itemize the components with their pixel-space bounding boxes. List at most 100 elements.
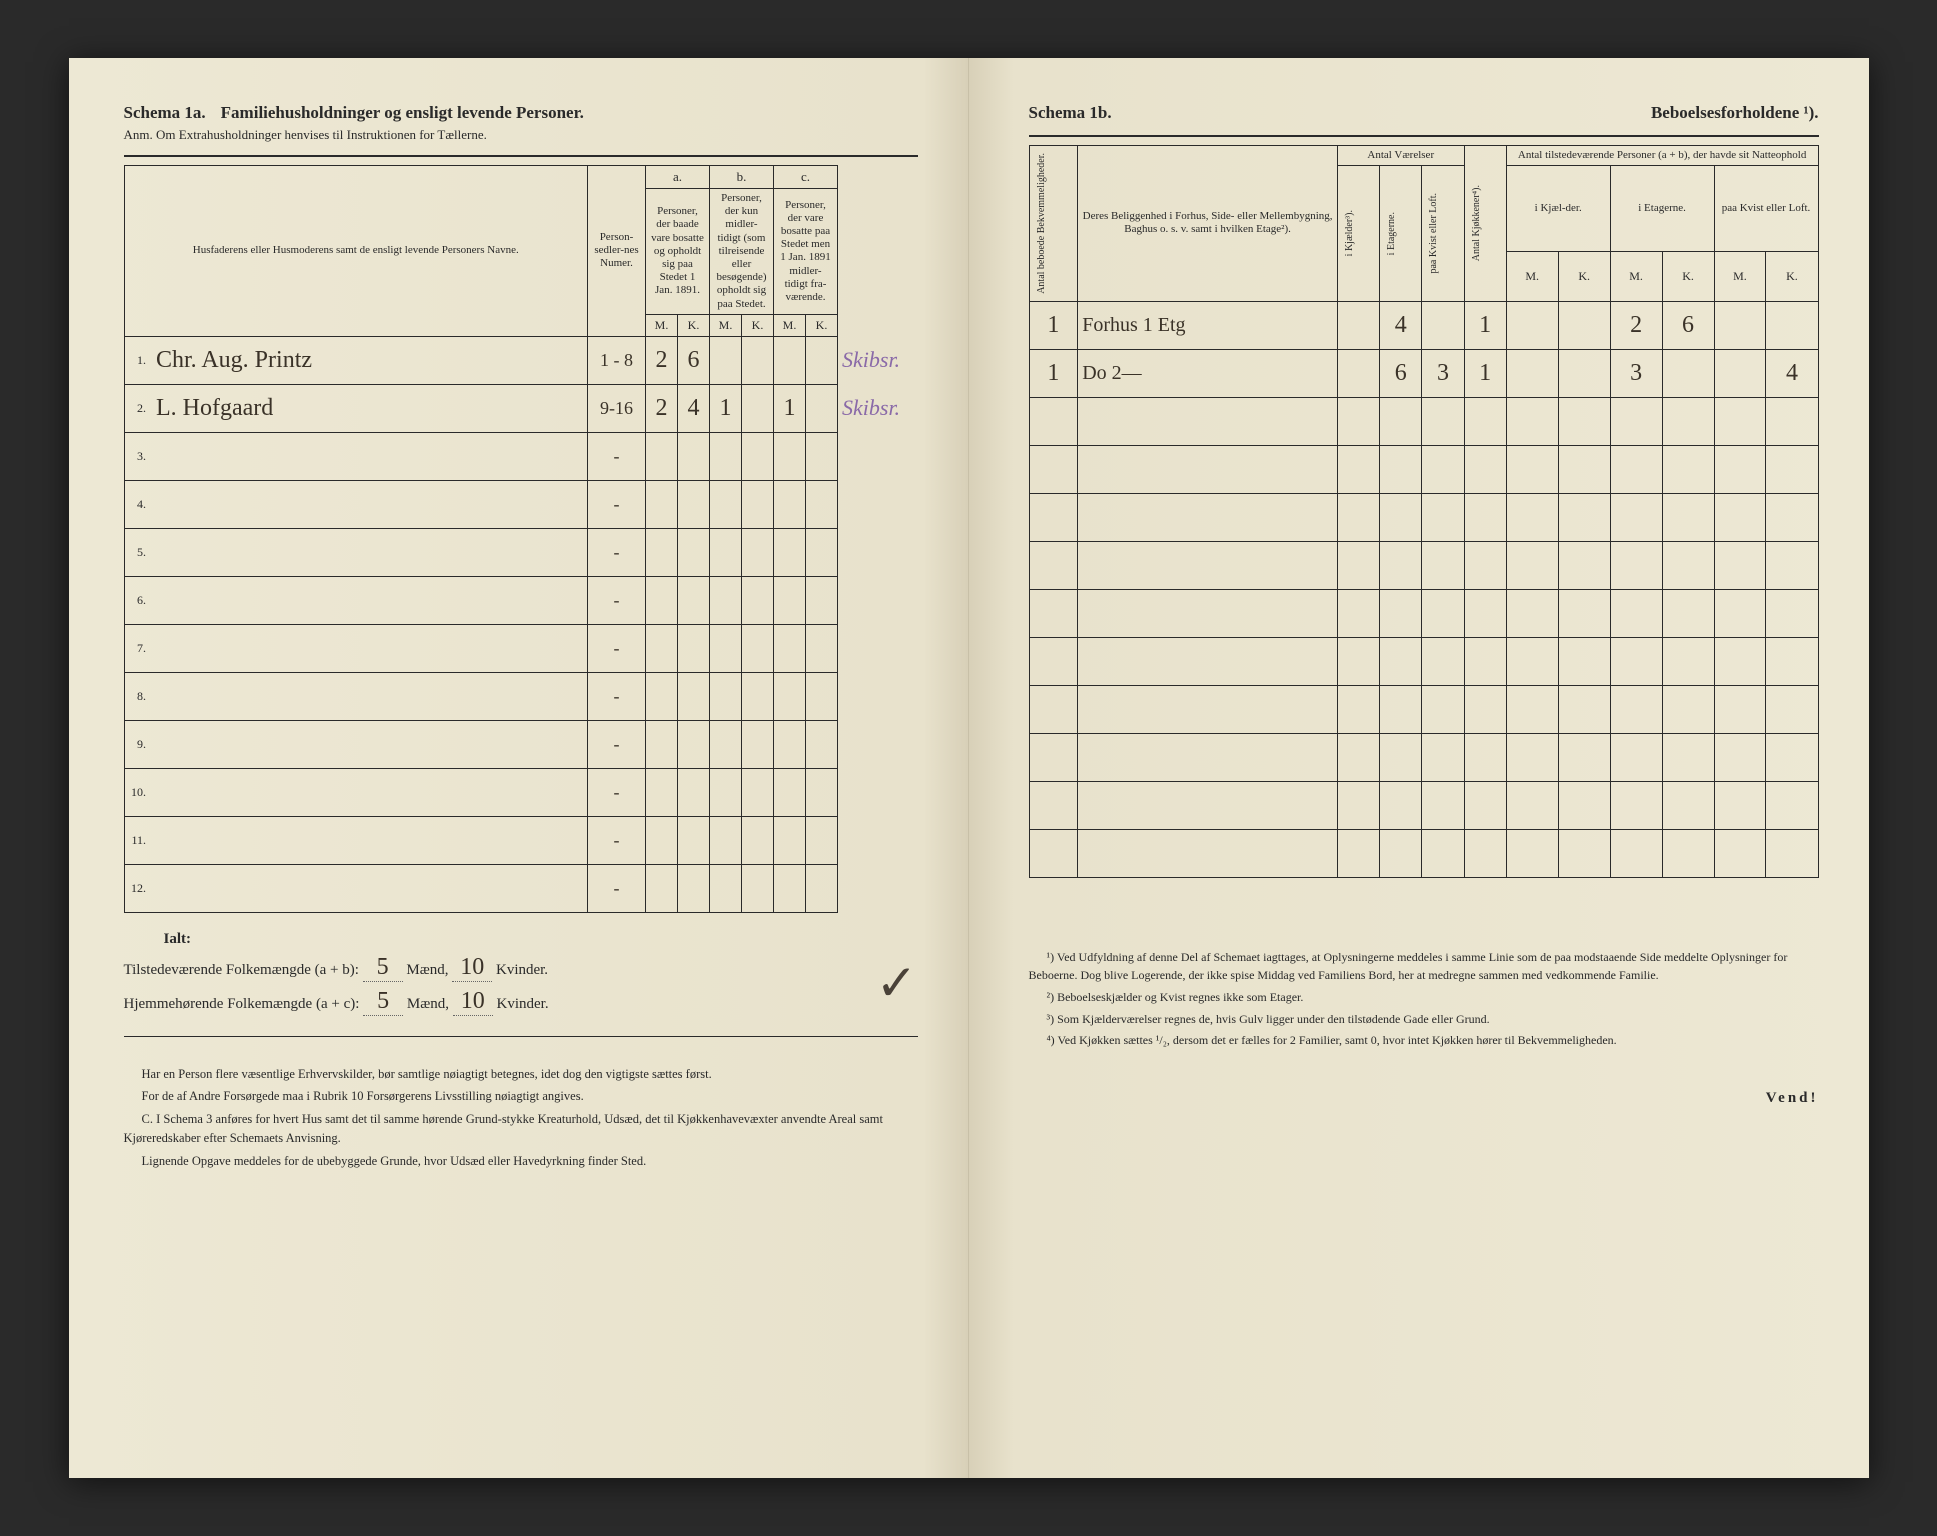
kjK	[1558, 829, 1610, 877]
cM: 1	[774, 384, 806, 432]
schema-1a-title: Familiehusholdninger og ensligt levende …	[221, 103, 584, 123]
kj	[1337, 589, 1379, 637]
sum1-k: 10	[452, 954, 492, 982]
etagerne-hdr: i Etagerne.	[1384, 208, 1399, 259]
bM	[710, 816, 742, 864]
kjok: 1	[1464, 349, 1506, 397]
kvK	[1766, 589, 1818, 637]
etK	[1662, 445, 1714, 493]
bM: 1	[710, 384, 742, 432]
b-K: K.	[742, 314, 774, 336]
col-b-text: Personer, der kun midler-tidigt (som til…	[710, 189, 774, 315]
aK	[678, 864, 710, 912]
numer-header: Person-sedler-nes Numer.	[588, 166, 646, 337]
row-num: 11.	[124, 816, 152, 864]
cK	[806, 576, 838, 624]
kv-K: K.	[1766, 251, 1818, 301]
kjM	[1506, 301, 1558, 349]
kvist-hdr: paa Kvist eller Loft.	[1426, 189, 1441, 278]
bK	[742, 384, 774, 432]
col-c-label: c.	[774, 166, 838, 189]
bekv	[1029, 637, 1078, 685]
schema-1a-label: Schema 1a.	[124, 103, 206, 123]
kj	[1337, 445, 1379, 493]
kj	[1337, 733, 1379, 781]
etK	[1662, 349, 1714, 397]
kvM	[1714, 733, 1766, 781]
etM	[1610, 685, 1662, 733]
cK	[806, 624, 838, 672]
table-row: 12.-	[124, 864, 918, 912]
kv	[1422, 733, 1464, 781]
cK	[806, 528, 838, 576]
table-row	[1029, 685, 1818, 733]
cM	[774, 864, 806, 912]
kvK: 4	[1766, 349, 1818, 397]
note-cell	[838, 576, 918, 624]
numer-cell: -	[588, 816, 646, 864]
footnote-line: ¹) Ved Udfyldning af denne Del af Schema…	[1029, 948, 1819, 985]
left-footnotes: Har en Person flere væsentlige Erhvervsk…	[124, 1065, 918, 1171]
left-title-row: Schema 1a. Familiehusholdninger og ensli…	[124, 103, 918, 123]
sum1-mlabel: Mænd,	[406, 962, 448, 978]
bM	[710, 720, 742, 768]
schema-1b-label: Schema 1b.	[1029, 103, 1112, 123]
beliggenhed-hdr: Deres Beliggenhed i Forhus, Side- eller …	[1078, 146, 1338, 302]
left-page: Schema 1a. Familiehusholdninger og ensli…	[69, 58, 969, 1478]
name-cell	[152, 816, 588, 864]
belig	[1078, 637, 1338, 685]
antal-bekv-hdr: Antal beboede Bekvemmeligheder.	[1034, 149, 1049, 298]
row-num: 3.	[124, 432, 152, 480]
numer-cell: -	[588, 576, 646, 624]
numer-cell: -	[588, 480, 646, 528]
kv-M: M.	[1714, 251, 1766, 301]
kj	[1337, 541, 1379, 589]
cM	[774, 624, 806, 672]
right-table: Antal beboede Bekvemmeligheder. Deres Be…	[1029, 145, 1819, 878]
title-rule-right	[1029, 135, 1819, 137]
antal-vaer-hdr: Antal Værelser	[1337, 146, 1464, 166]
name-cell	[152, 672, 588, 720]
note-cell	[838, 816, 918, 864]
census-book: Schema 1a. Familiehusholdninger og ensli…	[69, 58, 1869, 1478]
kj	[1337, 493, 1379, 541]
note-cell	[838, 864, 918, 912]
name-cell: L. Hofgaard	[152, 384, 588, 432]
table-row	[1029, 445, 1818, 493]
kjokkener-hdr: Antal Kjøkkener⁴).	[1469, 181, 1484, 265]
bM	[710, 672, 742, 720]
cM	[774, 336, 806, 384]
etM	[1610, 445, 1662, 493]
belig	[1078, 397, 1338, 445]
kjM	[1506, 493, 1558, 541]
name-cell	[152, 624, 588, 672]
kjok: 1	[1464, 301, 1506, 349]
note-cell	[838, 672, 918, 720]
kjok	[1464, 733, 1506, 781]
row-num: 4.	[124, 480, 152, 528]
numer-cell: -	[588, 720, 646, 768]
cM	[774, 576, 806, 624]
vend-label: Vend!	[1029, 1090, 1819, 1107]
row-num: 8.	[124, 672, 152, 720]
footnote-line: Har en Person flere væsentlige Erhvervsk…	[124, 1065, 918, 1084]
kv	[1422, 637, 1464, 685]
checkmark: ✓	[876, 954, 918, 1012]
kvK	[1766, 781, 1818, 829]
table-row: 1Forhus 1 Etg4126	[1029, 301, 1818, 349]
aK	[678, 672, 710, 720]
left-subtitle: Anm. Om Extrahusholdninger henvises til …	[124, 127, 918, 143]
aM	[646, 720, 678, 768]
kvK	[1766, 637, 1818, 685]
kjK	[1558, 445, 1610, 493]
bM	[710, 480, 742, 528]
numer-cell: -	[588, 432, 646, 480]
left-table: Husfaderens eller Husmoderens samt de en…	[124, 165, 918, 913]
kvM	[1714, 301, 1766, 349]
bK	[742, 432, 774, 480]
row-num: 9.	[124, 720, 152, 768]
kv	[1422, 301, 1464, 349]
etK	[1662, 541, 1714, 589]
table-row	[1029, 733, 1818, 781]
footnote-line: ³) Som Kjælderværelser regnes de, hvis G…	[1029, 1010, 1819, 1029]
